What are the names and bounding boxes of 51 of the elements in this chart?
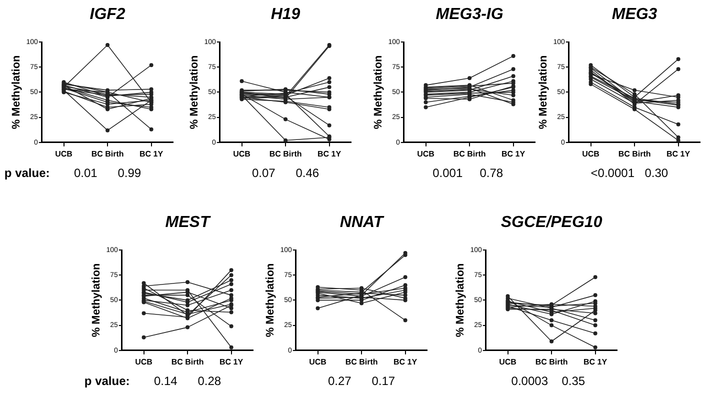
y-axis-title: % Methylation bbox=[10, 54, 23, 130]
x-tick-label: BC 1Y bbox=[140, 149, 164, 158]
text: 0.001 bbox=[432, 166, 463, 180]
text: 0.30 bbox=[644, 166, 668, 180]
y-axis-title: % Methylation bbox=[264, 262, 277, 338]
x-tick-label: UCB bbox=[417, 149, 435, 158]
x-tick-label: UCB bbox=[582, 149, 600, 158]
text: 0.78 bbox=[480, 166, 504, 180]
x-tick-label: BC 1Y bbox=[394, 357, 418, 366]
x-tick-label: BC Birth bbox=[535, 357, 568, 366]
x-tick-label: BC 1Y bbox=[584, 357, 608, 366]
chart-title: H19 bbox=[270, 6, 302, 24]
text: 0.27 bbox=[328, 374, 352, 388]
x-tick-label: BC 1Y bbox=[502, 149, 526, 158]
chart-title: MEG3 bbox=[610, 6, 658, 24]
x-tick-label: BC 1Y bbox=[318, 149, 342, 158]
x-tick-label: UCB bbox=[135, 357, 153, 366]
text: 0.01 bbox=[74, 166, 98, 180]
x-tick-label: UCB bbox=[309, 357, 327, 366]
x-tick-label: UCB bbox=[233, 149, 251, 158]
text: 0.07 bbox=[252, 166, 276, 180]
x-tick-label: BC 1Y bbox=[220, 357, 244, 366]
y-axis-title: % Methylation bbox=[538, 54, 550, 130]
x-tick-label: BC Birth bbox=[171, 357, 204, 366]
text: 0.35 bbox=[562, 374, 586, 388]
chart-title: NNAT bbox=[338, 214, 386, 232]
x-tick-label: BC 1Y bbox=[666, 149, 691, 158]
y-axis-title: % Methylation bbox=[454, 262, 467, 338]
chart-title: IGF2 bbox=[88, 6, 126, 24]
x-tick-label: UCB bbox=[55, 149, 73, 158]
text: <0.0001 bbox=[590, 166, 634, 180]
text: 0.17 bbox=[372, 374, 396, 388]
text: p value: bbox=[84, 374, 130, 388]
text: 0.28 bbox=[198, 374, 222, 388]
x-tick-label: BC Birth bbox=[269, 149, 302, 158]
text: 0.99 bbox=[118, 166, 142, 180]
chart-title: MEST bbox=[164, 214, 212, 232]
x-tick-label: BC Birth bbox=[91, 149, 124, 158]
text: 0.0003 bbox=[511, 374, 548, 388]
text: 0.14 bbox=[154, 374, 178, 388]
text: p value: bbox=[4, 166, 50, 180]
x-tick-label: BC Birth bbox=[618, 149, 651, 158]
x-tick-label: BC Birth bbox=[345, 357, 378, 366]
y-axis-title: % Methylation bbox=[188, 54, 201, 130]
x-tick-label: BC Birth bbox=[453, 149, 486, 158]
y-axis-title: % Methylation bbox=[372, 54, 385, 130]
text: 0.46 bbox=[296, 166, 320, 180]
x-tick-label: UCB bbox=[499, 357, 517, 366]
y-axis-title: % Methylation bbox=[90, 262, 103, 338]
chart-title: MEG3-IG bbox=[434, 6, 504, 24]
chart-title: SGCE/PEG10 bbox=[500, 214, 604, 232]
